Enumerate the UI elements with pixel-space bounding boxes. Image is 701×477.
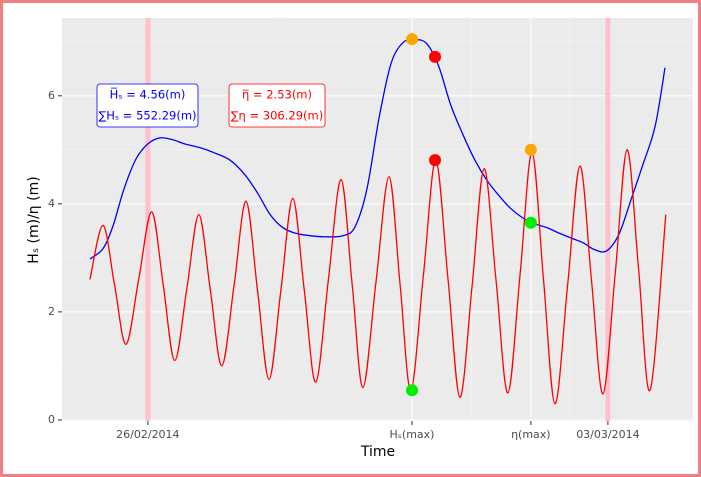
y-axis-title: Hₛ (m)/η (m) [26, 176, 42, 263]
x-tick-label: η(max) [511, 428, 551, 441]
marker [429, 154, 442, 167]
y-tick-label: 4 [48, 197, 55, 210]
annotation-text: ∑Hₛ = 552.29(m) [98, 109, 196, 123]
marker [406, 384, 419, 397]
series-line [89, 38, 666, 260]
annotation-box [96, 83, 199, 128]
marker [524, 216, 537, 229]
marker [429, 50, 442, 63]
annotation-box [228, 83, 326, 128]
annotation-text: ∑η = 306.29(m) [231, 109, 323, 123]
y-tick-label: 6 [48, 89, 55, 102]
marker [524, 143, 537, 156]
x-axis-title: Time [360, 444, 395, 460]
y-tick-label: 2 [48, 305, 55, 318]
annotation-text: H̅ₛ = 4.56(m) [110, 86, 186, 101]
marker [406, 33, 419, 46]
x-tick-label: Hₛ(max) [390, 428, 435, 441]
x-tick-label: 03/03/2014 [576, 428, 639, 441]
annotation-text: η̅ = 2.53(m) [242, 88, 312, 102]
x-tick-label: 26/02/2014 [116, 428, 179, 441]
series-line [89, 149, 667, 405]
y-tick-label: 0 [48, 413, 55, 426]
